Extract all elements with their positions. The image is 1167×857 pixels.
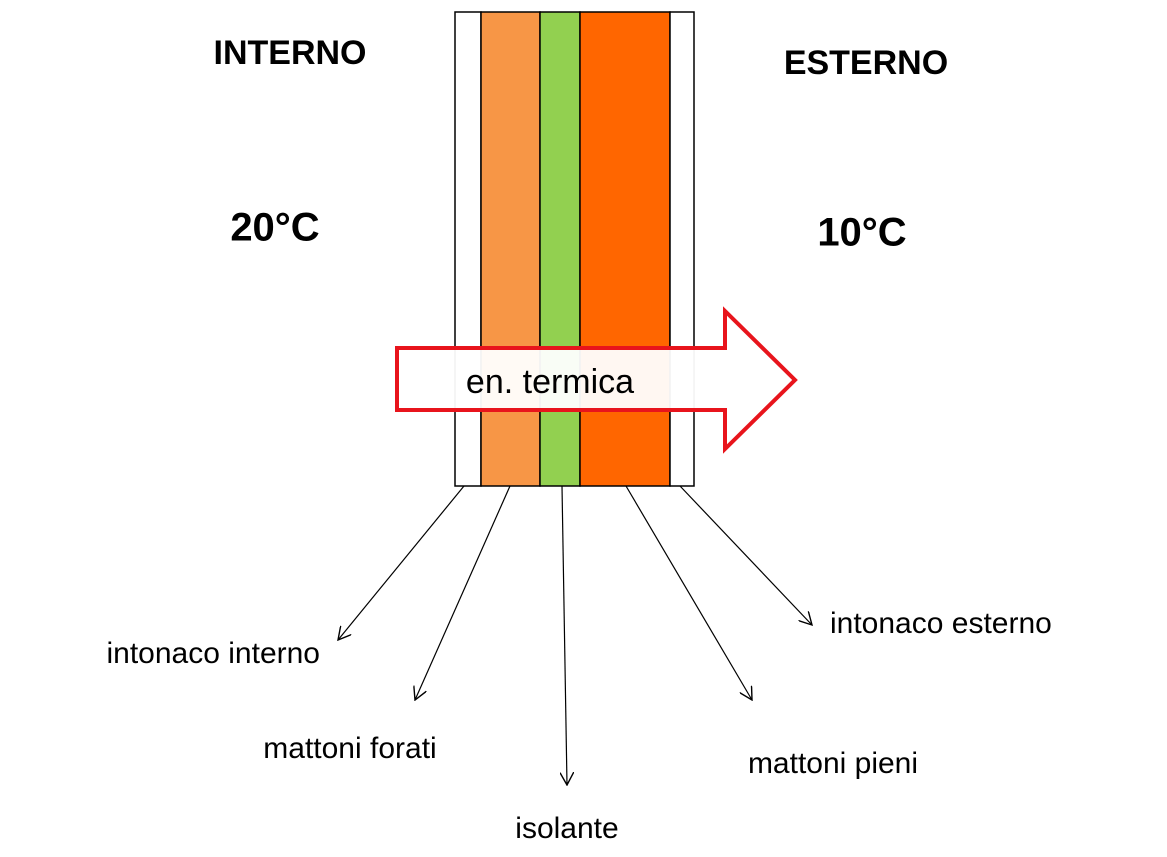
- layer-label: intonaco interno: [107, 637, 321, 670]
- leaders: intonaco interno mattoni forati isolante ma…: [107, 485, 1052, 845]
- leader-line: [625, 485, 752, 700]
- wall-layer: [669, 11, 695, 487]
- leader-line: [562, 485, 567, 785]
- inside-temperature: 20°C: [230, 206, 319, 250]
- outside-label: ESTERNO: [784, 44, 948, 82]
- wall-layers: [454, 11, 695, 487]
- leader-line: [679, 485, 812, 625]
- wall-layer: [454, 11, 482, 487]
- outside-temperature: 10°C: [817, 211, 906, 255]
- leader-line: [338, 485, 465, 640]
- layer-label: mattoni forati: [263, 732, 436, 765]
- leader-line: [415, 485, 511, 700]
- arrow-label: en. termica: [466, 363, 634, 401]
- inside-label: INTERNO: [214, 34, 367, 72]
- wall-layer: [579, 11, 671, 487]
- layer-label: intonaco esterno: [830, 607, 1052, 640]
- layer-label: isolante: [515, 812, 618, 845]
- heat-arrow: [395, 306, 798, 454]
- wall-layer: [539, 11, 581, 487]
- wall-layer: [480, 11, 541, 487]
- layer-label: mattoni pieni: [748, 747, 918, 780]
